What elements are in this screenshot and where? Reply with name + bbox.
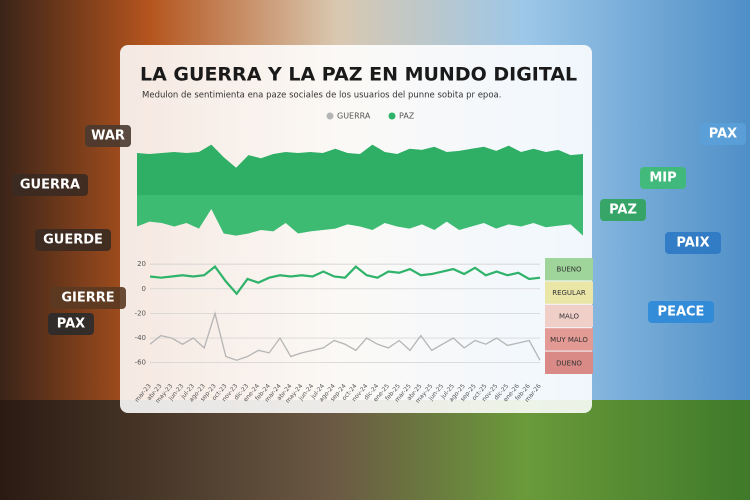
y-tick-label: -40 [135, 334, 146, 342]
title: LA GUERRA Y LA PAZ EN MUNDO DIGITAL [140, 64, 577, 86]
band-label: DUENO [556, 359, 582, 367]
badge [665, 232, 721, 254]
band-label: BUENO [556, 266, 582, 274]
badge [85, 125, 131, 147]
stream-area [137, 144, 583, 195]
badge [35, 229, 111, 251]
legend-label: GUERRA [337, 112, 371, 121]
stream-area [137, 195, 583, 236]
band-swatch [545, 328, 593, 351]
badge [12, 174, 88, 196]
ground [0, 400, 750, 500]
badge [50, 287, 126, 309]
band-label: MALO [559, 313, 579, 321]
badge-label: PAX [57, 317, 85, 332]
band-label: MUY MALO [550, 336, 588, 344]
badge-label: PAZ [609, 203, 637, 218]
legend-label: PAZ [399, 112, 415, 121]
series-line [149, 265, 541, 296]
band-label: REGULAR [552, 289, 586, 297]
band-swatch [545, 281, 593, 304]
badge-label: PAX [709, 127, 737, 142]
panel [120, 45, 592, 413]
band-swatch [545, 304, 593, 328]
badge [640, 167, 686, 189]
badge [600, 199, 646, 221]
y-tick-label: 20 [137, 260, 146, 268]
badge-label: PAIX [676, 236, 709, 251]
y-tick-label: -20 [135, 309, 146, 317]
band-swatch [545, 351, 593, 374]
badge [648, 301, 714, 323]
series-line [149, 311, 541, 361]
legend-swatch [388, 112, 396, 120]
y-tick-label: -60 [135, 359, 146, 367]
badge-label: GIERRE [61, 291, 114, 306]
badge-label: GUERDE [43, 233, 103, 248]
badge-label: PEACE [658, 305, 705, 320]
y-tick-label: 0 [142, 285, 146, 293]
badge-label: MIP [649, 171, 676, 186]
subtitle: Medulon de sentimienta ena paze sociales… [142, 91, 501, 101]
badge [48, 313, 94, 335]
band-swatch [545, 258, 593, 281]
badge-label: WAR [91, 129, 125, 144]
legend-swatch [326, 112, 334, 120]
badge-label: GUERRA [20, 178, 80, 193]
badge [700, 123, 746, 145]
